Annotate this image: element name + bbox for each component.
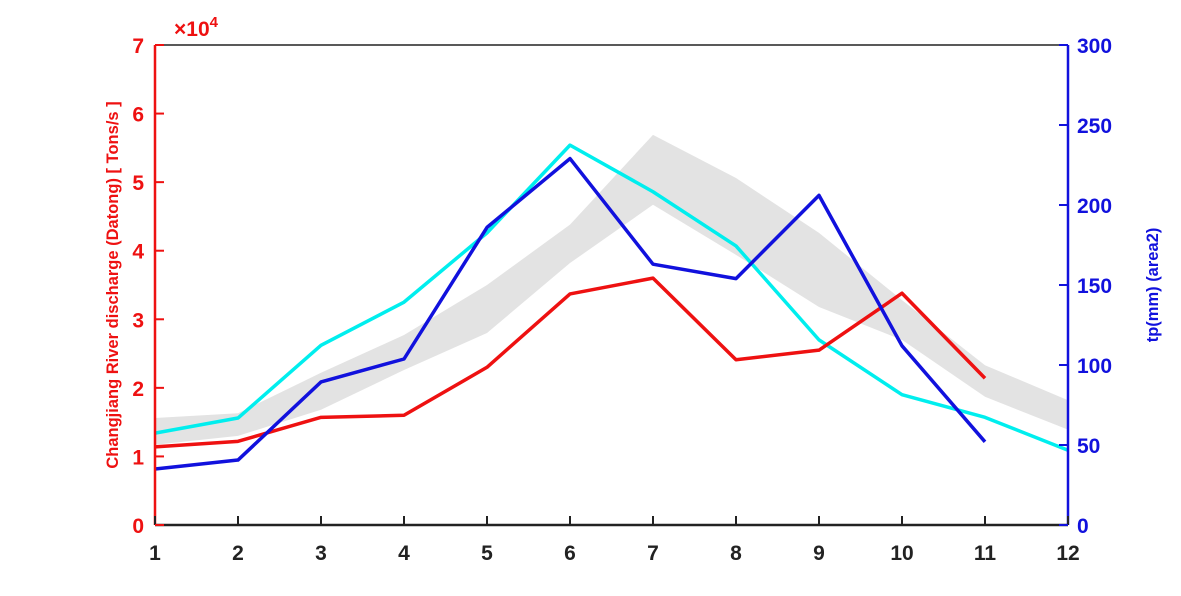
x-tick-label: 4 <box>398 542 410 565</box>
y-tick-label: 1 <box>132 446 144 469</box>
series-line <box>154 156 987 471</box>
y2-tick-label: 150 <box>1077 275 1112 298</box>
range-band <box>155 134 1068 445</box>
y-tick-label: 5 <box>132 172 144 195</box>
y-tick-label: 7 <box>132 35 144 58</box>
x-tick-label: 12 <box>1056 542 1079 565</box>
y2-tick-label: 0 <box>1077 515 1089 538</box>
x-tick-label: 5 <box>481 542 493 565</box>
series-line <box>154 276 987 449</box>
y2-tick-label: 300 <box>1077 35 1112 58</box>
multiplier-base: ×10 <box>174 18 210 41</box>
x-tick-label: 6 <box>564 542 576 565</box>
x-tick-label: 11 <box>974 542 997 565</box>
y-tick-label: 3 <box>132 309 144 332</box>
y2-tick-label: 200 <box>1077 195 1112 218</box>
y-multiplier: ×104 <box>174 14 219 41</box>
y-tick-label: 2 <box>132 378 144 401</box>
x-tick-label: 3 <box>315 542 327 565</box>
y2-axis-label: tp(mm) (area2) <box>1144 228 1162 343</box>
x-tick-label: 1 <box>149 542 161 565</box>
y-tick-label: 6 <box>132 104 144 127</box>
y2-tick-label: 250 <box>1077 115 1112 138</box>
y-tick-label: 4 <box>132 241 144 264</box>
x-tick-label: 7 <box>647 542 659 565</box>
y-axis-label: Changjiang River discharge (Datong) [ To… <box>104 101 122 468</box>
y-tick-label: 0 <box>132 515 144 538</box>
x-tick-label: 2 <box>232 542 244 565</box>
x-tick-label: 10 <box>890 542 913 565</box>
multiplier-exponent: 4 <box>210 14 219 31</box>
y2-tick-label: 100 <box>1077 355 1112 378</box>
x-tick-label: 8 <box>730 542 742 565</box>
x-tick-label: 9 <box>813 542 825 565</box>
series-line <box>154 143 1069 452</box>
y2-tick-label: 50 <box>1077 435 1100 458</box>
